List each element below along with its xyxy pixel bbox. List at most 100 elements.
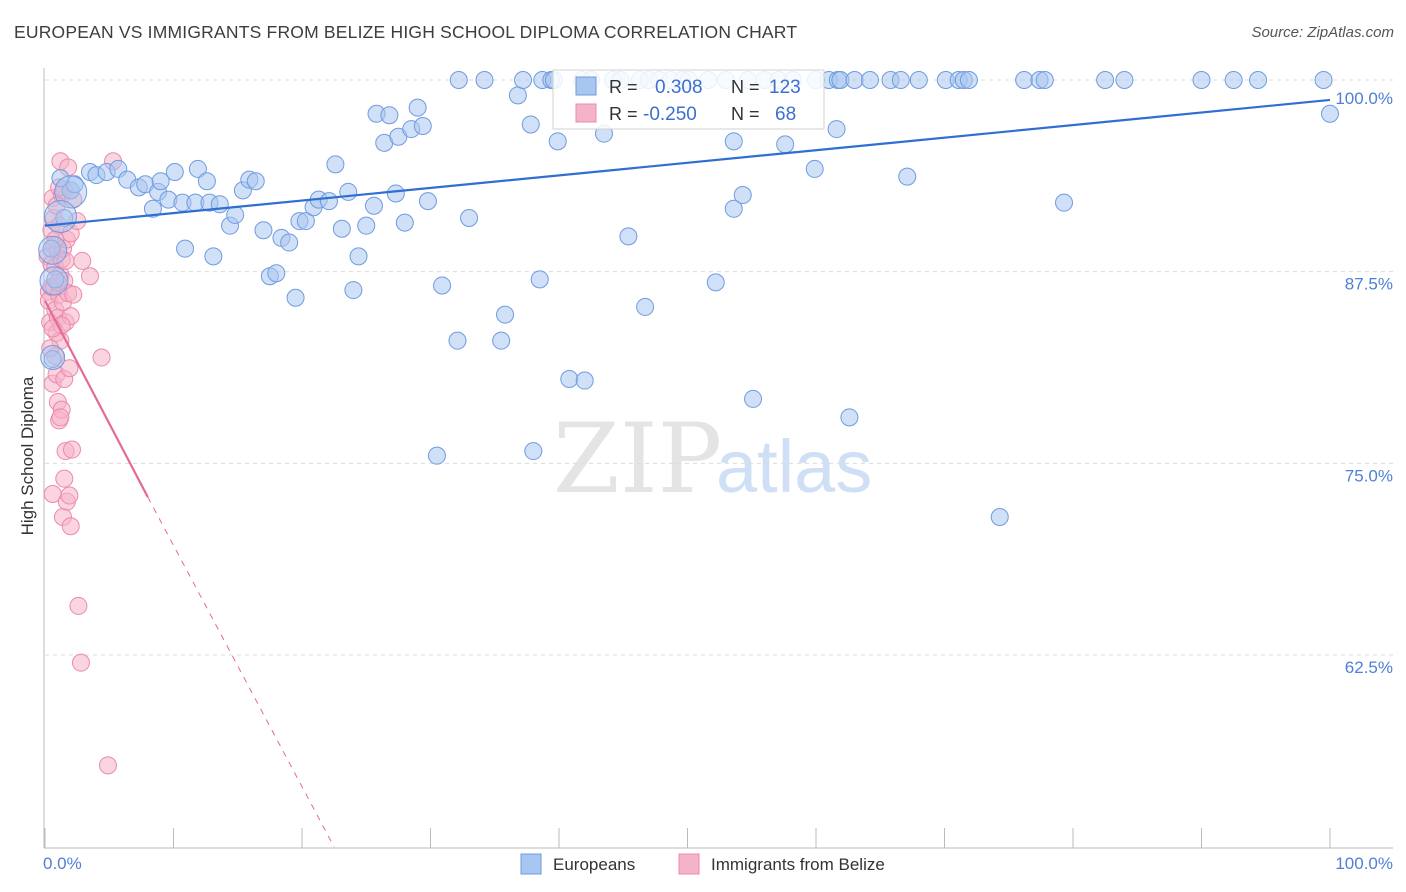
stats-n-label-belize: N = [731, 104, 760, 124]
source-label: Source: ZipAtlas.com [1251, 24, 1394, 41]
europeans-point [55, 209, 74, 227]
watermark-atlas: atlas [716, 425, 872, 508]
europeans-point-cluster [54, 175, 88, 209]
europeans-point [357, 216, 376, 235]
belize-trend-line-extension [147, 496, 335, 848]
belize-trend-line [44, 300, 149, 498]
europeans-point [990, 508, 1009, 526]
europeans-point [845, 71, 864, 89]
belize-point [64, 285, 83, 304]
stats-r-label-belize: R = [609, 104, 638, 124]
europeans-point [514, 71, 533, 89]
europeans-point [1321, 104, 1339, 123]
belize-point [55, 469, 74, 488]
europeans-point [959, 71, 978, 89]
europeans-point [521, 115, 540, 134]
europeans-point [744, 389, 763, 408]
europeans-point [909, 71, 928, 89]
legend-swatch-belize [678, 853, 700, 875]
europeans-point [296, 212, 315, 231]
europeans-point [575, 371, 594, 390]
europeans-point [636, 297, 655, 316]
europeans-point [805, 159, 824, 178]
europeans-point [776, 135, 795, 154]
europeans-point [165, 163, 184, 181]
europeans-point [706, 273, 725, 292]
europeans-point [1096, 71, 1115, 89]
europeans-point [1035, 71, 1054, 89]
watermark-zip: ZIP [553, 403, 722, 515]
stats-r-label-europeans: R = [609, 77, 638, 97]
europeans-point [418, 192, 437, 211]
stats-n-value-europeans: 123 [769, 77, 801, 98]
europeans-point [319, 192, 338, 211]
europeans-point [413, 117, 432, 135]
x-tick-label-min: 0.0% [43, 854, 82, 873]
x-tick-label-max: 100.0% [1335, 854, 1393, 873]
y-axis-label: High School Diploma [18, 376, 37, 535]
chart-title: EUROPEAN VS IMMIGRANTS FROM BELIZE HIGH … [14, 22, 798, 42]
stats-n-value-belize: 68 [775, 104, 796, 125]
stats-box: R = 0.308 N = 123 R = -0.250 N = 68 [552, 69, 825, 130]
watermark: ZIP atlas [553, 403, 872, 515]
belize-point [69, 596, 88, 615]
belize-point [60, 359, 79, 378]
europeans-point [530, 270, 549, 289]
europeans-point [827, 120, 846, 139]
europeans-point [724, 199, 743, 218]
europeans-point-cluster [38, 235, 68, 265]
stats-box-frame [552, 69, 825, 130]
belize-point [62, 440, 81, 459]
europeans-point-cluster [39, 266, 69, 296]
y-tick-label: 100.0% [1335, 89, 1393, 108]
legend-label-belize: Immigrants from Belize [711, 855, 885, 874]
belize-point [92, 348, 111, 367]
legend: Europeans Immigrants from Belize [520, 853, 885, 875]
europeans-point [492, 331, 511, 350]
stats-r-value-belize: -0.250 [643, 104, 697, 125]
europeans-point [891, 71, 910, 89]
stats-r-value-europeans: 0.308 [655, 77, 703, 98]
belize-point [73, 251, 92, 270]
belize-point [71, 653, 90, 672]
europeans-point [197, 172, 216, 191]
europeans-point [1249, 71, 1268, 89]
europeans-point [267, 264, 286, 283]
europeans-point [280, 233, 299, 252]
europeans-point [380, 106, 399, 125]
europeans-point [151, 172, 170, 191]
europeans-point [860, 71, 879, 89]
europeans-point [286, 288, 305, 307]
europeans-point [386, 184, 405, 203]
europeans-point [42, 239, 61, 258]
europeans-point [1224, 71, 1243, 89]
europeans-point [898, 167, 917, 186]
europeans-trend-line [44, 98, 1331, 227]
europeans-point [1314, 71, 1333, 89]
y-tick-label: 75.0% [1345, 466, 1393, 485]
europeans-point [460, 209, 479, 227]
europeans-point [395, 213, 414, 232]
europeans-point-cluster [43, 199, 77, 233]
y-tick-label: 62.5% [1345, 658, 1393, 677]
europeans-point [43, 350, 62, 369]
gridlines [45, 79, 1393, 656]
europeans-point [1055, 193, 1074, 212]
europeans-point [46, 270, 65, 289]
axes [43, 68, 1393, 849]
y-tick-labels: 62.5% 75.0% 87.5% 100.0% [1335, 89, 1393, 677]
europeans-point [724, 132, 743, 151]
stats-swatch-europeans [575, 76, 597, 96]
europeans-point [226, 205, 245, 224]
belize-point [60, 486, 79, 505]
europeans-point [475, 71, 494, 89]
trend-lines [44, 98, 1331, 848]
europeans-point [254, 221, 273, 240]
europeans-point [326, 155, 345, 174]
europeans-point [733, 186, 752, 204]
stats-swatch-belize [575, 103, 597, 123]
stats-n-label-europeans: N = [731, 77, 760, 97]
europeans-point [548, 132, 567, 151]
europeans-point [508, 86, 527, 105]
